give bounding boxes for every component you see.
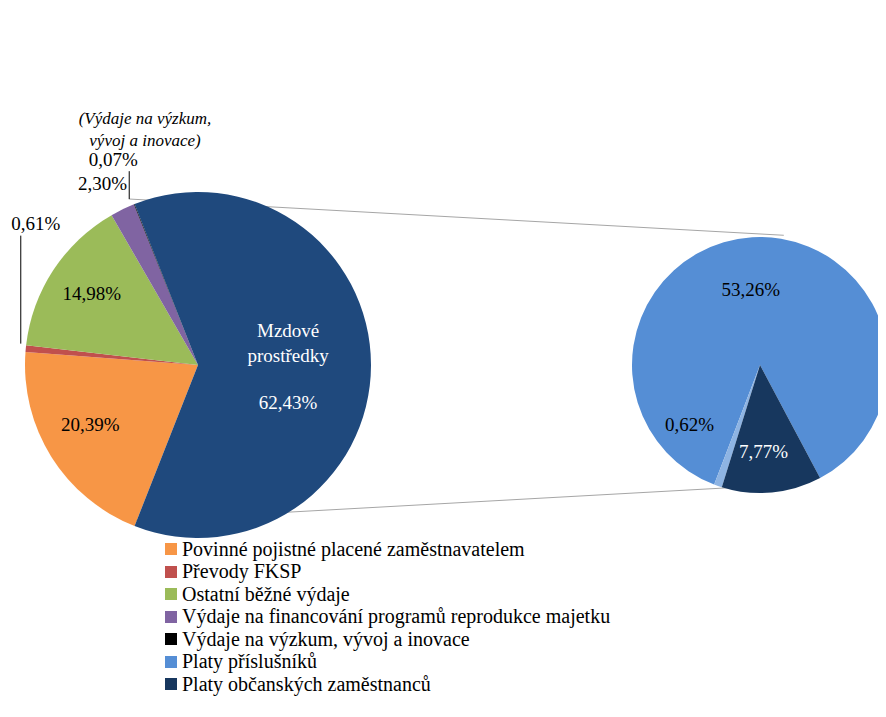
svg-text:0,07%: 0,07% [89, 149, 138, 170]
svg-text:14,98%: 14,98% [62, 283, 121, 304]
svg-text:0,62%: 0,62% [665, 414, 714, 435]
html-text:Ostatní běžné výdaje: Ostatní běžné výdaje [182, 582, 350, 605]
html-text:Povinné pojistné placené zaměs: Povinné pojistné placené zaměstnavatelem [182, 537, 525, 560]
svg-text:62,43%: 62,43% [259, 392, 318, 413]
svg-text:7,77%: 7,77% [739, 441, 788, 462]
svg-text:Mzdové: Mzdové [257, 320, 319, 341]
svg-text:0,61%: 0,61% [11, 213, 60, 234]
html-text:Převody FKSP: Převody FKSP [182, 560, 302, 583]
html-text:(Výdaje na výzkum, vývoj a ino: (Výdaje na výzkum, vývoj a inovace) [78, 109, 212, 150]
svg-text:20,39%: 20,39% [61, 414, 120, 435]
html-text:Výdaje na financování programů: Výdaje na financování programů reprodukc… [182, 605, 611, 628]
svg-text:prostředky: prostředky [248, 345, 330, 366]
svg-text:2,30%: 2,30% [78, 173, 127, 194]
html-text:Platy příslušníků: Platy příslušníků [182, 650, 317, 673]
svg-text:53,26%: 53,26% [721, 279, 780, 300]
html-text:Platy občanských zaměstnanců: Platy občanských zaměstnanců [182, 672, 431, 695]
html-text:Výdaje na výzkum, vývoj a inov: Výdaje na výzkum, vývoj a inovace [182, 627, 470, 650]
